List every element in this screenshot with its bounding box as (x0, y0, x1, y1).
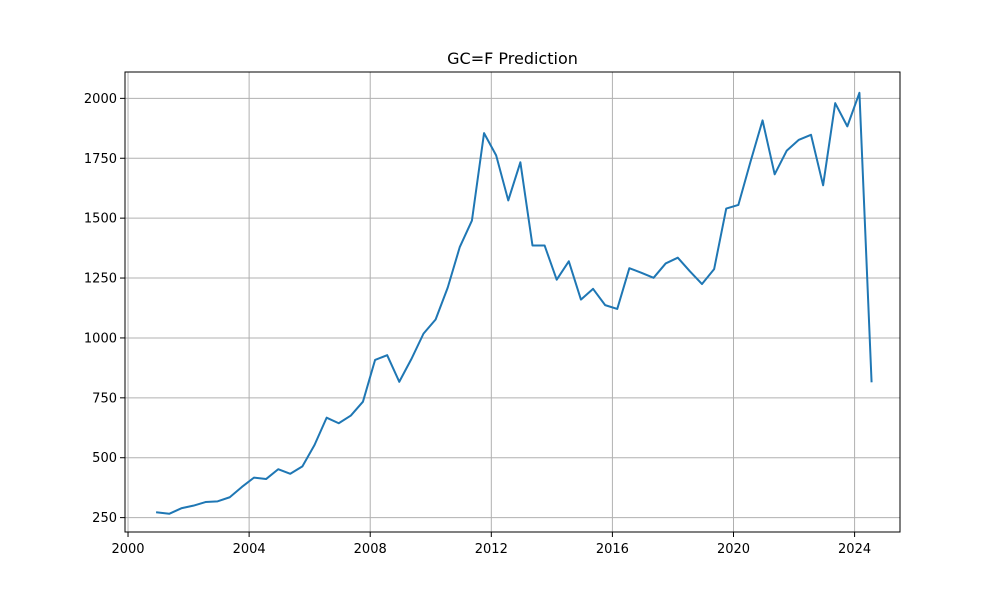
x-tick-label: 2024 (838, 542, 871, 557)
y-tick-label: 250 (92, 511, 117, 526)
y-tick-label: 1500 (84, 212, 117, 227)
y-tick-label: 1250 (84, 272, 117, 287)
x-tick-label: 2000 (111, 542, 144, 557)
x-tick-label: 2004 (233, 542, 266, 557)
series-line (155, 91, 873, 515)
grid-lines (125, 72, 900, 532)
y-tick-label: 1750 (84, 152, 117, 167)
y-tick-label: 2000 (84, 92, 117, 107)
y-tick-label: 750 (92, 391, 117, 406)
x-tick-label: 2016 (596, 542, 629, 557)
x-tick-label: 2008 (354, 542, 387, 557)
y-axis: 250 500 750 1000 1250 1500 1750 2000 (84, 92, 125, 526)
plot-area-frame (124, 71, 901, 533)
chart-title: GC=F Prediction (447, 49, 578, 68)
x-tick-label: 2012 (475, 542, 508, 557)
y-tick-label: 500 (92, 451, 117, 466)
x-tick-label: 2020 (717, 542, 750, 557)
y-tick-label: 1000 (84, 331, 117, 346)
series-layer (155, 91, 873, 515)
x-axis: 2000 2004 2008 2012 2016 2020 2024 (111, 532, 871, 557)
